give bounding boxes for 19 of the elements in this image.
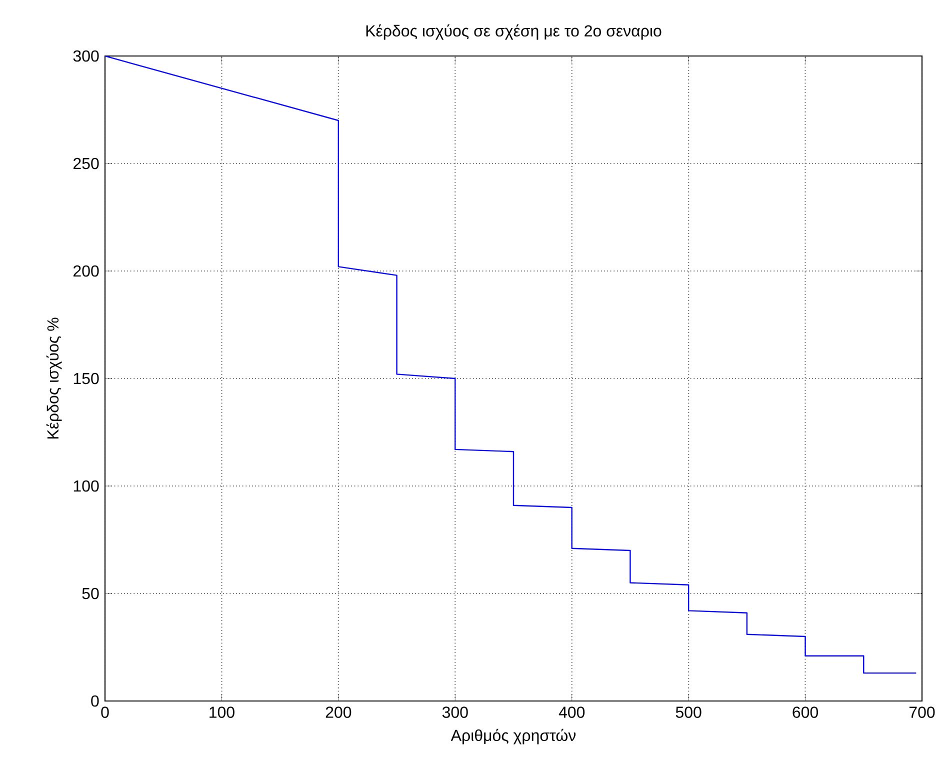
x-tick-label: 500 bbox=[676, 706, 702, 718]
x-tick-label: 100 bbox=[210, 706, 234, 718]
y-tick-label: 250 bbox=[74, 158, 99, 170]
y-axis-title: Κέρδος ισχύος % bbox=[46, 318, 62, 439]
y-tick-label: 300 bbox=[73, 50, 99, 62]
y-tick-label: 150 bbox=[74, 372, 99, 384]
x-tick-label: 400 bbox=[558, 706, 585, 718]
x-tick-label: 600 bbox=[792, 706, 818, 718]
line-series bbox=[105, 56, 917, 674]
x-tick-label: 0 bbox=[101, 706, 109, 718]
y-tick-label: 50 bbox=[82, 588, 99, 600]
y-tick-label: 0 bbox=[91, 695, 99, 707]
chart-title: Κέρδος ισχύος σε σχέση με το 2ο σεναριο bbox=[366, 24, 662, 40]
y-tick-label: 200 bbox=[74, 265, 99, 277]
x-tick-label: 300 bbox=[442, 706, 468, 718]
y-tick-label: 100 bbox=[74, 480, 99, 492]
x-tick-label: 200 bbox=[326, 706, 352, 718]
x-axis-title: Αριθμός χρηστών bbox=[450, 728, 576, 744]
x-tick-label: 700 bbox=[909, 706, 935, 718]
